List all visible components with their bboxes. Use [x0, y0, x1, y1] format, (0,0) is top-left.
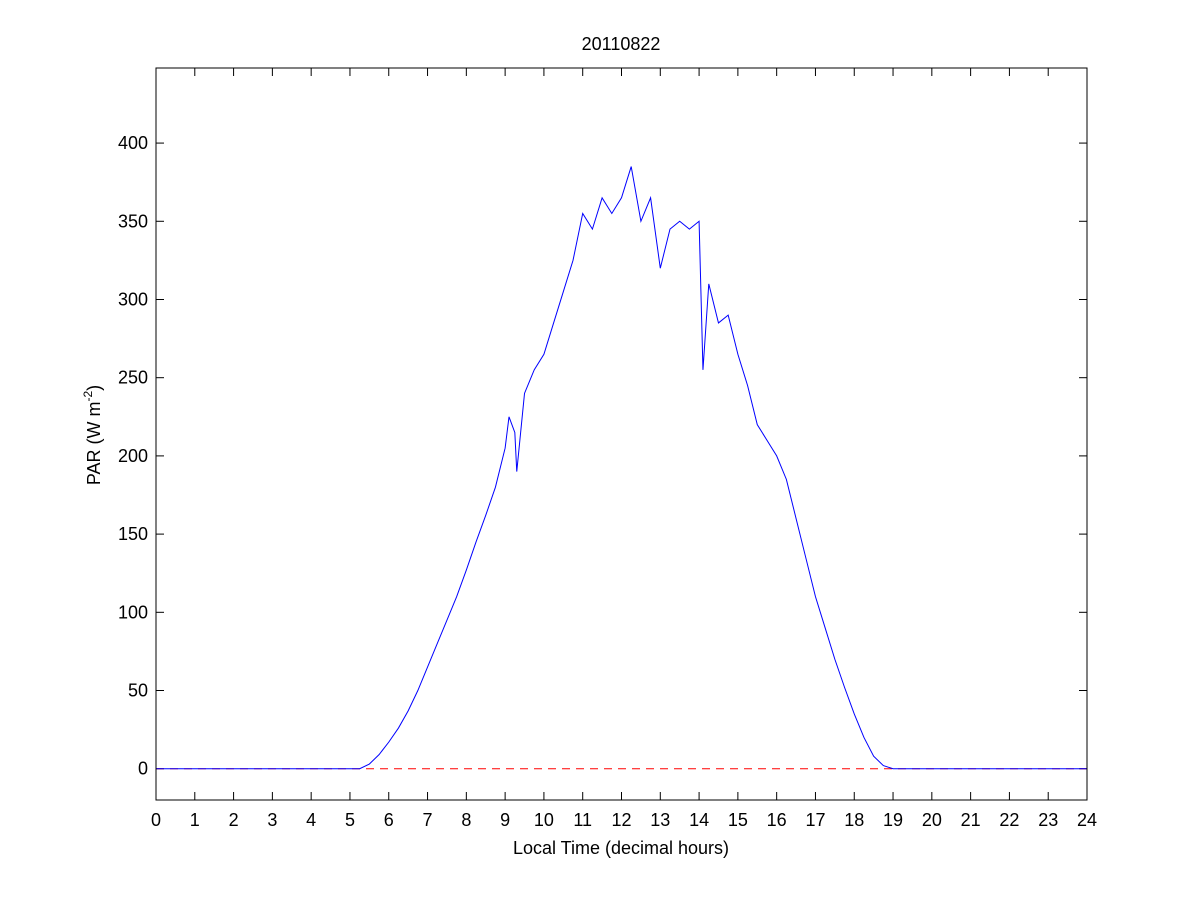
y-tick-label: 100: [118, 602, 148, 622]
x-tick-label: 2: [229, 810, 239, 830]
y-axis-label: PAR (W m-2): [81, 385, 104, 485]
x-tick-label: 11: [573, 810, 592, 830]
x-tick-label: 0: [151, 810, 161, 830]
x-tick-label: 12: [611, 810, 631, 830]
x-tick-label: 14: [689, 810, 709, 830]
y-label-sup: -2: [81, 391, 95, 402]
x-tick-label: 23: [1038, 810, 1058, 830]
y-label-text: PAR (W m: [84, 402, 104, 486]
y-label-end: ): [84, 385, 104, 391]
y-tick-label: 150: [118, 524, 148, 544]
x-tick-label: 3: [267, 810, 277, 830]
y-tick-label: 350: [118, 211, 148, 231]
x-tick-label: 10: [534, 810, 554, 830]
x-tick-label: 5: [345, 810, 355, 830]
y-tick-label: 200: [118, 446, 148, 466]
x-tick-label: 18: [844, 810, 864, 830]
x-tick-label: 21: [961, 810, 981, 830]
data-line: [156, 166, 1087, 770]
x-tick-label: 7: [423, 810, 433, 830]
y-tick-label: 50: [128, 681, 148, 701]
x-tick-label: 4: [306, 810, 316, 830]
x-tick-label: 22: [999, 810, 1019, 830]
y-tick-label: 300: [118, 289, 148, 309]
x-tick-label: 16: [767, 810, 787, 830]
x-tick-label: 15: [728, 810, 748, 830]
y-tick-label: 0: [138, 759, 148, 779]
x-tick-label: 1: [190, 810, 200, 830]
x-tick-label: 6: [384, 810, 394, 830]
chart-title: 20110822: [582, 34, 661, 54]
x-tick-label: 19: [883, 810, 903, 830]
x-tick-label: 8: [461, 810, 471, 830]
x-tick-label: 20: [922, 810, 942, 830]
y-tick-label: 400: [118, 133, 148, 153]
x-axis-label: Local Time (decimal hours): [513, 838, 729, 858]
x-tick-label: 13: [650, 810, 670, 830]
plot-frame: [155, 67, 1088, 801]
x-tick-label: 9: [500, 810, 510, 830]
x-tick-label: 17: [805, 810, 825, 830]
y-tick-label: 250: [118, 368, 148, 388]
x-tick-label: 24: [1077, 810, 1097, 830]
